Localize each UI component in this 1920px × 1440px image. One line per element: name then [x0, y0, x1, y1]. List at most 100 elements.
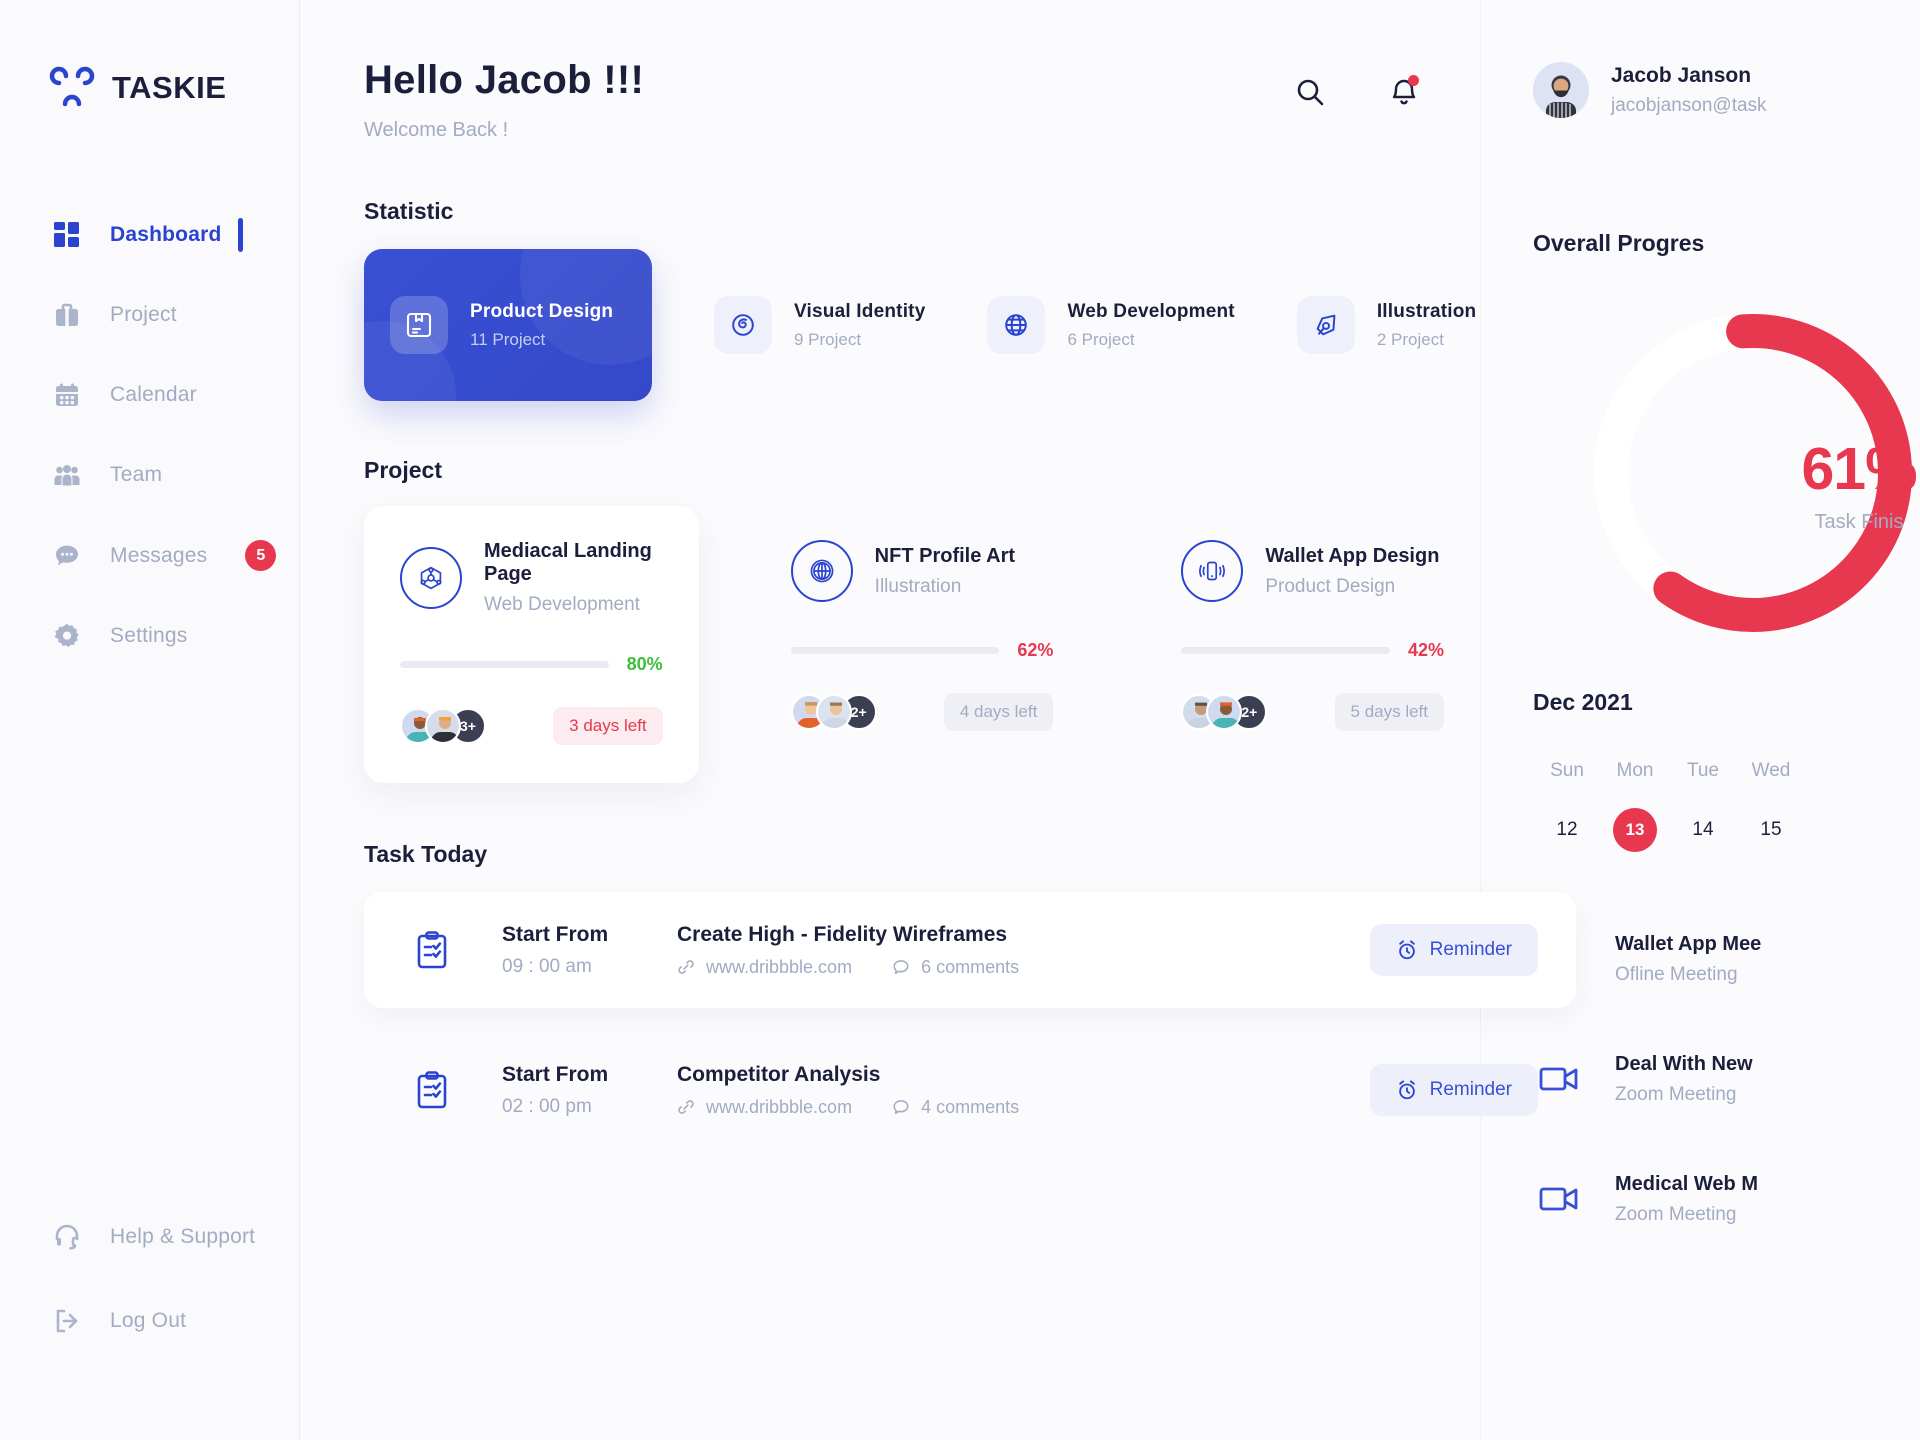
sidebar-nav: Dashboard Project — [0, 210, 299, 661]
alarm-icon — [1398, 940, 1415, 960]
stat-card-illustration[interactable]: Illustration 2 Project — [1296, 296, 1477, 354]
sidebar-item-team[interactable]: Team — [0, 450, 299, 500]
statistic-section: Statistic Product Design 11 Proje — [364, 198, 1480, 401]
project-card-nft-profile-art[interactable]: NFT Profile Art Illustration 62% — [755, 506, 1090, 783]
stat-card-count: 6 Project — [1067, 329, 1135, 349]
task-comments[interactable]: 6 comments — [892, 957, 1019, 978]
meeting-title: Deal With New — [1615, 1052, 1753, 1075]
task-time: 09 : 00 am — [502, 955, 592, 977]
sidebar-item-project[interactable]: Project — [0, 290, 299, 340]
task-today-title: Task Today — [364, 841, 488, 867]
user-profile[interactable]: Jacob Janson jacobjanson@task — [1533, 62, 1920, 118]
stat-card-name: Illustration — [1376, 300, 1477, 322]
calendar-week-strip: Sun 12 Mon 13 Tue 14 Wed 15 — [1533, 760, 1920, 852]
member-avatars: 2+ — [790, 694, 877, 730]
meeting-title: Medical Web M — [1615, 1172, 1758, 1195]
notification-dot — [1408, 75, 1419, 86]
avatar — [425, 708, 461, 744]
task-comments[interactable]: 4 comments — [892, 1097, 1019, 1118]
sidebar-item-dashboard[interactable]: Dashboard — [0, 210, 299, 260]
sidebar-item-settings[interactable]: Settings — [0, 611, 299, 661]
calendar-dow-label: Wed — [1751, 760, 1791, 781]
stat-card-name: Visual Identity — [794, 300, 926, 322]
sidebar-item-label: Help & Support — [110, 1225, 256, 1248]
video-camera-icon — [1533, 1052, 1587, 1106]
meeting-item-deal-with-new[interactable]: Deal With New Zoom Meeting — [1533, 1052, 1920, 1106]
calendar-day-sun[interactable]: Sun 12 — [1533, 760, 1601, 852]
progress-percent: 61% — [1801, 436, 1917, 502]
sidebar-item-label: Log Out — [110, 1309, 187, 1332]
task-link[interactable]: www.dribbble.com — [677, 1097, 852, 1118]
calendar-day-wed[interactable]: Wed 15 — [1737, 760, 1805, 852]
overall-progress-ring: 61% Task Finis — [1543, 283, 1920, 663]
project-category: Product Design — [1265, 575, 1396, 597]
link-icon — [678, 960, 694, 974]
sidebar-item-help-support[interactable]: Help & Support — [0, 1212, 299, 1262]
avatar — [815, 694, 852, 730]
users-icon — [52, 460, 82, 490]
avatar — [1206, 694, 1243, 730]
avatar — [1533, 62, 1589, 118]
task-row[interactable]: Start From 09 : 00 am Create High - Fide… — [364, 892, 1576, 1008]
sidebar-item-messages[interactable]: Messages 5 — [0, 530, 299, 581]
calendar-date: 14 — [1692, 819, 1714, 840]
headset-icon — [52, 1222, 82, 1252]
sidebar-bottom-nav: Help & Support Log Out — [0, 1212, 299, 1396]
project-progress: 62% — [790, 640, 1053, 661]
main-header: Hello Jacob !!! Welcome Back ! — [364, 58, 1480, 142]
progress-percent: 80% — [626, 654, 663, 674]
reminder-button-label: Reminder — [1429, 939, 1512, 960]
progress-track — [400, 661, 609, 668]
video-camera-icon — [1533, 1172, 1587, 1226]
project-card-row: Mediacal Landing Page Web Development 80… — [364, 506, 1480, 783]
member-avatars: 2+ — [1181, 694, 1268, 730]
member-avatars: 3+ — [400, 708, 486, 744]
pen-nib-icon — [1296, 296, 1355, 354]
search-icon[interactable] — [1292, 74, 1328, 110]
clipboard-check-icon — [406, 924, 458, 976]
meeting-item-wallet-app[interactable]: Wallet App Mee Ofline Meeting — [1533, 932, 1920, 986]
gear-icon — [52, 621, 82, 651]
clipboard-check-icon — [406, 1064, 458, 1116]
project-title: Project — [364, 457, 442, 483]
grid-icon — [52, 220, 82, 250]
task-row[interactable]: Start From 02 : 00 pm Competitor Analysi… — [364, 1032, 1576, 1148]
calendar-icon — [52, 380, 82, 410]
right-panel: Jacob Janson jacobjanson@task Overall Pr… — [1480, 0, 1920, 1440]
progress-caption: Task Finis — [1814, 511, 1904, 533]
stat-card-name: Product Design — [470, 300, 614, 322]
reminder-button[interactable]: Reminder — [1369, 1064, 1538, 1116]
stat-card-visual-identity[interactable]: Visual Identity 9 Project — [714, 296, 925, 354]
stat-card-web-development[interactable]: Web Development 6 Project — [987, 296, 1235, 354]
sidebar-item-log-out[interactable]: Log Out — [0, 1296, 299, 1346]
header-actions — [1292, 74, 1480, 110]
user-email: jacobjanson@task — [1611, 94, 1767, 116]
reminder-button[interactable]: Reminder — [1369, 924, 1538, 976]
alarm-icon — [1398, 1080, 1415, 1100]
calendar-date-today: 13 — [1613, 808, 1657, 852]
task-time: 02 : 00 pm — [502, 1095, 592, 1117]
sidebar-item-calendar[interactable]: Calendar — [0, 370, 299, 420]
brand-logo[interactable]: TASKIE — [0, 62, 299, 114]
stat-card-count: 2 Project — [1376, 329, 1444, 349]
bell-icon[interactable] — [1386, 74, 1422, 110]
task-link[interactable]: www.dribbble.com — [677, 957, 852, 978]
progress-percent: 42% — [1407, 640, 1445, 660]
progress-track — [790, 647, 1000, 654]
task-title: Competitor Analysis — [677, 1062, 881, 1086]
project-name: NFT Profile Art — [874, 544, 1016, 567]
swirl-icon — [714, 296, 772, 354]
task-start-label: Start From — [502, 1062, 609, 1086]
calendar-day-mon[interactable]: Mon 13 — [1601, 760, 1669, 852]
calendar-day-tue[interactable]: Tue 14 — [1669, 760, 1737, 852]
calendar-month-label: Dec 2021 — [1533, 689, 1633, 715]
project-card-wallet-app-design[interactable]: Wallet App Design Product Design 42% — [1145, 506, 1480, 783]
project-card-medical-landing-page[interactable]: Mediacal Landing Page Web Development 80… — [364, 506, 699, 783]
stat-card-product-design[interactable]: Product Design 11 Project — [364, 249, 652, 401]
progress-track — [1181, 647, 1390, 654]
meeting-item-medical-web[interactable]: Medical Web M Zoom Meeting — [1533, 1172, 1920, 1226]
meeting-type: Ofline Meeting — [1615, 963, 1738, 985]
task-comments-label: 4 comments — [921, 1096, 1020, 1117]
reminder-button-label: Reminder — [1429, 1079, 1512, 1100]
